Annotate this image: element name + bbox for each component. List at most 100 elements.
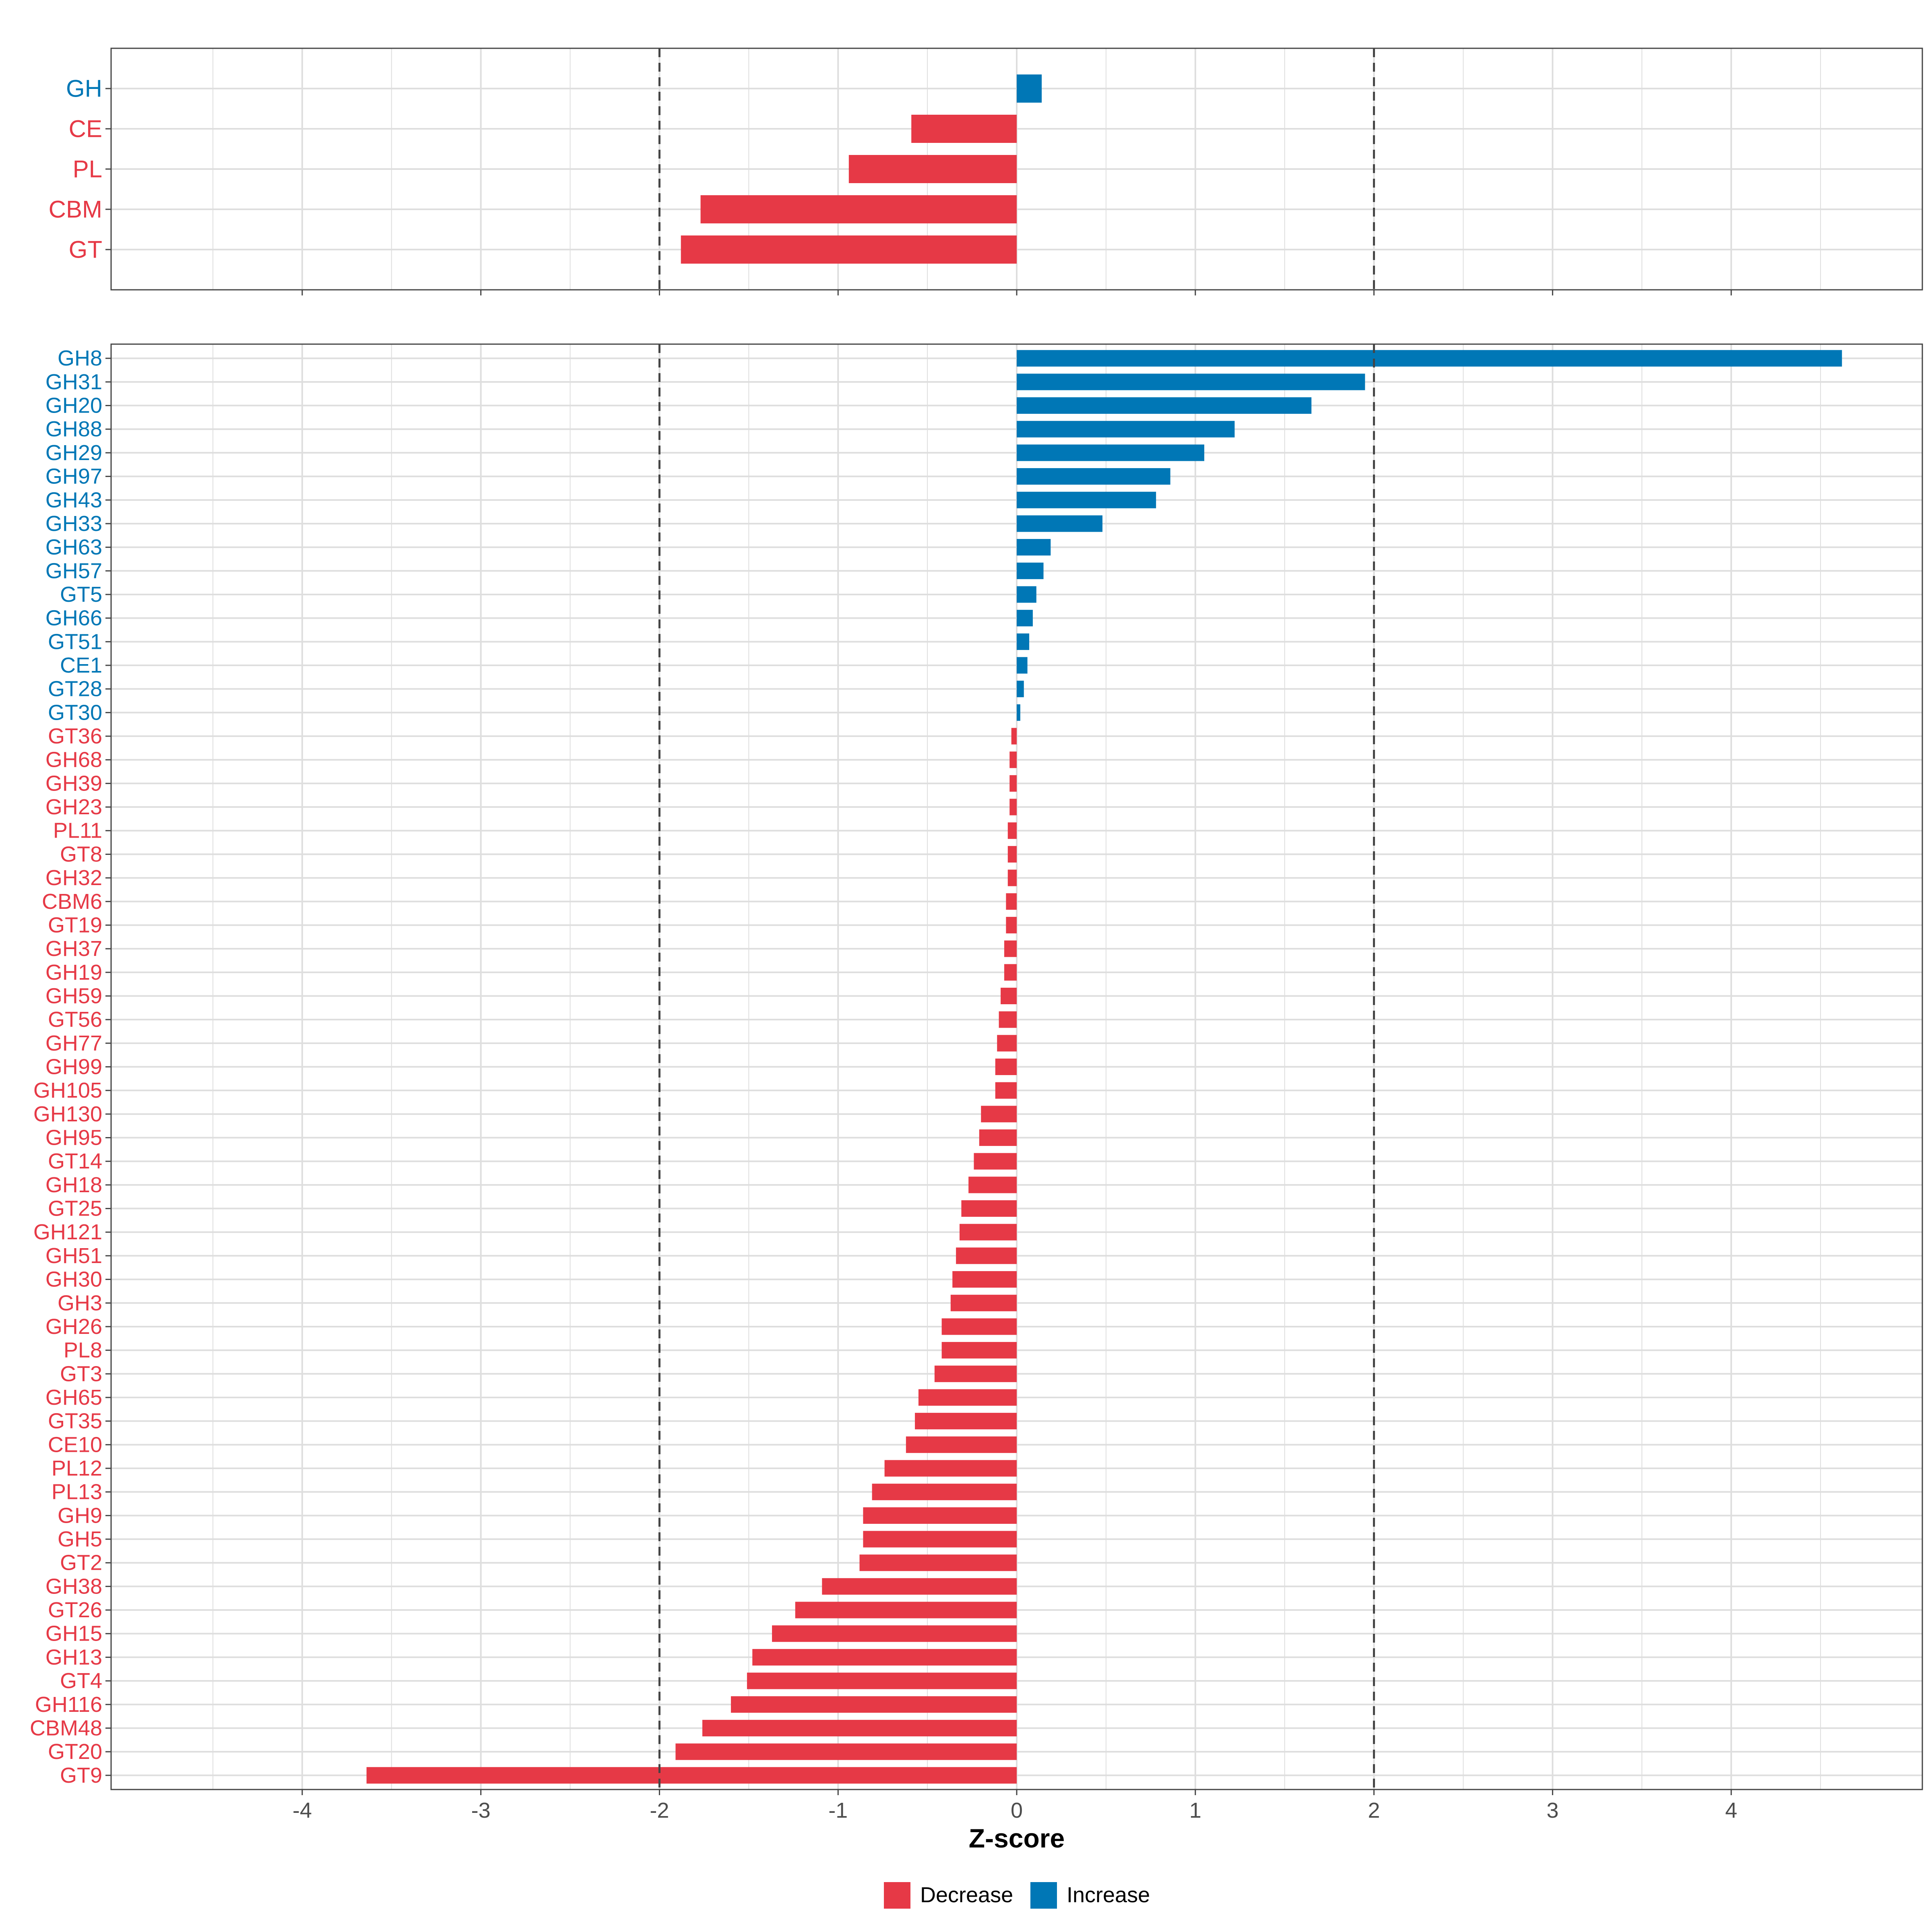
x-tick-label: 4 bbox=[1725, 1798, 1737, 1823]
category-label: GH68 bbox=[45, 748, 102, 772]
category-label: CBM48 bbox=[30, 1716, 102, 1740]
bar-gt56 bbox=[999, 1011, 1017, 1028]
category-label: PL8 bbox=[64, 1338, 102, 1362]
bar-gh97 bbox=[1017, 468, 1170, 485]
category-label: GH130 bbox=[33, 1102, 102, 1126]
category-label: CBM bbox=[49, 196, 102, 223]
legend-swatch-increase bbox=[1030, 1882, 1057, 1909]
category-label: GH33 bbox=[45, 512, 102, 536]
bar-gh121 bbox=[959, 1224, 1017, 1241]
bar-cbm48 bbox=[702, 1719, 1017, 1736]
category-label: GT51 bbox=[48, 630, 102, 654]
bar-ce10 bbox=[906, 1436, 1017, 1453]
x-tick-label: -2 bbox=[650, 1798, 669, 1823]
bar-pl8 bbox=[941, 1342, 1017, 1359]
bar-gh31 bbox=[1017, 374, 1365, 390]
legend-label-decrease: Decrease bbox=[920, 1883, 1013, 1907]
category-label: PL13 bbox=[52, 1480, 102, 1504]
bar-gh68 bbox=[1009, 751, 1017, 768]
bar-gh130 bbox=[981, 1106, 1017, 1123]
x-tick-label: 2 bbox=[1368, 1798, 1380, 1823]
category-label: GH59 bbox=[45, 984, 102, 1008]
bar-gh15 bbox=[772, 1625, 1017, 1642]
category-label: GH8 bbox=[58, 346, 102, 370]
category-label: GT8 bbox=[60, 842, 102, 866]
category-label: GH95 bbox=[45, 1126, 102, 1150]
bar-ce1 bbox=[1017, 657, 1028, 674]
bar-ce bbox=[911, 115, 1017, 143]
category-label: GT28 bbox=[48, 677, 102, 701]
category-label: GT19 bbox=[48, 913, 102, 937]
bar-gt3 bbox=[934, 1365, 1017, 1382]
bar-pl13 bbox=[872, 1484, 1017, 1501]
category-label: GH20 bbox=[45, 394, 102, 418]
bar-gh39 bbox=[1009, 775, 1017, 792]
category-label: GH31 bbox=[45, 370, 102, 394]
category-label: GH65 bbox=[45, 1385, 102, 1410]
category-label: GH63 bbox=[45, 535, 102, 559]
category-label: GH9 bbox=[58, 1503, 102, 1527]
bar-gh8 bbox=[1017, 350, 1842, 367]
bar-gh19 bbox=[1004, 964, 1017, 981]
x-tick-label: -1 bbox=[828, 1798, 848, 1823]
bar-gt36 bbox=[1011, 728, 1017, 745]
x-tick-label: -4 bbox=[293, 1798, 312, 1823]
category-label: GT bbox=[69, 236, 102, 263]
bar-gh51 bbox=[956, 1247, 1017, 1264]
category-label: GH39 bbox=[45, 771, 102, 795]
bar-gt51 bbox=[1017, 633, 1030, 650]
category-label: GH37 bbox=[45, 937, 102, 961]
category-label: GH5 bbox=[58, 1527, 102, 1551]
category-label: GH32 bbox=[45, 866, 102, 890]
legend: Decrease Increase bbox=[884, 1882, 1150, 1909]
bar-gt26 bbox=[795, 1602, 1017, 1618]
bar-gh77 bbox=[997, 1035, 1017, 1052]
category-label: GT14 bbox=[48, 1149, 102, 1173]
category-label: GT26 bbox=[48, 1598, 102, 1622]
category-label: GH116 bbox=[35, 1693, 102, 1717]
bar-gh88 bbox=[1017, 421, 1235, 438]
x-axis-title: Z-score bbox=[969, 1823, 1065, 1853]
bar-gh32 bbox=[1007, 869, 1017, 886]
category-label: CE1 bbox=[60, 653, 102, 677]
bar-gh33 bbox=[1017, 515, 1103, 532]
category-label: GH66 bbox=[45, 606, 102, 630]
bar-gh57 bbox=[1017, 562, 1044, 579]
category-label: GH77 bbox=[45, 1031, 102, 1055]
x-tick-label: -3 bbox=[471, 1798, 491, 1823]
category-label: GH13 bbox=[45, 1645, 102, 1669]
category-label: PL12 bbox=[52, 1456, 102, 1480]
bar-gt4 bbox=[747, 1672, 1017, 1689]
bar-gh105 bbox=[995, 1082, 1017, 1099]
bar-gt5 bbox=[1017, 586, 1036, 603]
category-label: GH30 bbox=[45, 1267, 102, 1292]
bottom-panel: GH8GH31GH20GH88GH29GH97GH43GH33GH63GH57G… bbox=[30, 343, 1923, 1795]
bar-gh13 bbox=[752, 1649, 1017, 1666]
bar-gt bbox=[681, 235, 1017, 264]
category-label: GH3 bbox=[58, 1291, 102, 1315]
bar-gh59 bbox=[1001, 987, 1017, 1005]
bar-gh5 bbox=[863, 1531, 1017, 1548]
x-tick-label: 3 bbox=[1546, 1798, 1558, 1823]
bar-gt9 bbox=[366, 1767, 1017, 1784]
category-label: GH51 bbox=[45, 1244, 102, 1268]
category-label: GH23 bbox=[45, 795, 102, 819]
bar-pl bbox=[848, 155, 1017, 183]
bar-pl12 bbox=[884, 1460, 1017, 1477]
bar-gt14 bbox=[974, 1153, 1017, 1170]
bar-gh18 bbox=[968, 1177, 1017, 1193]
bar-gh23 bbox=[1009, 799, 1017, 815]
bar-gh95 bbox=[979, 1129, 1017, 1146]
bar-gh30 bbox=[952, 1271, 1017, 1288]
category-label: CE10 bbox=[48, 1432, 102, 1457]
bar-gh43 bbox=[1017, 491, 1156, 508]
bar-gt8 bbox=[1007, 846, 1017, 863]
category-label: GH26 bbox=[45, 1315, 102, 1339]
bar-gt30 bbox=[1017, 704, 1020, 721]
x-axis: -4 -3 -2 -1 0 1 2 3 4 bbox=[293, 1798, 1737, 1823]
category-label: GT56 bbox=[48, 1007, 102, 1032]
category-label: GT4 bbox=[60, 1669, 102, 1693]
bar-gh20 bbox=[1017, 397, 1312, 414]
bar-gt28 bbox=[1017, 681, 1024, 698]
